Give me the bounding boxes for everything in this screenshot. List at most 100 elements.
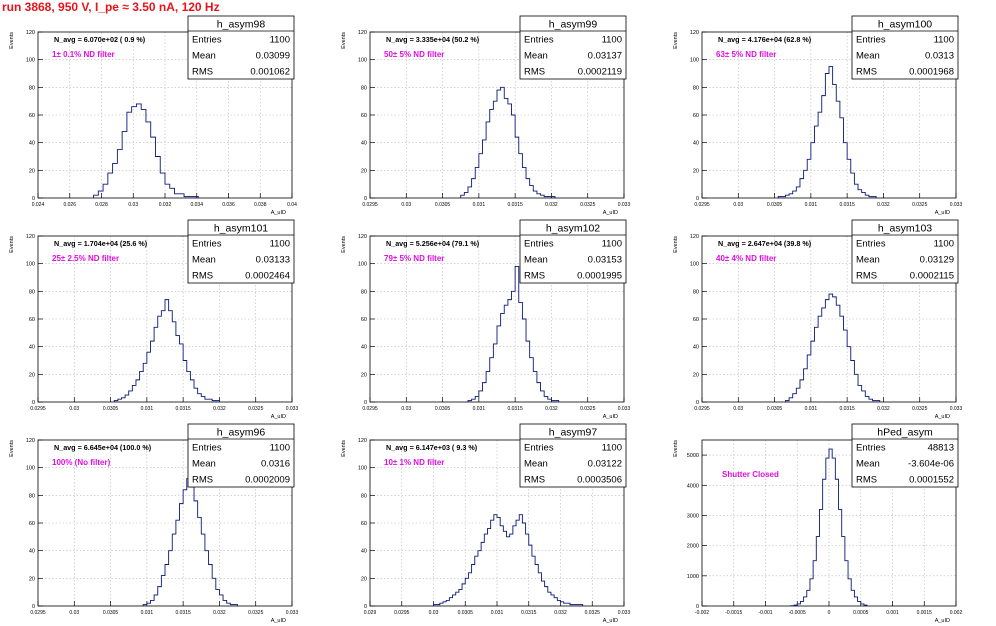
stats-entries-value: 1100 bbox=[270, 35, 290, 46]
y-tick-label: 20 bbox=[693, 168, 699, 174]
y-tick-label: 80 bbox=[29, 85, 35, 91]
x-tick-label: 0.002 bbox=[950, 610, 963, 616]
stats-rms-value: 0.001062 bbox=[250, 67, 290, 78]
y-tick-label: 60 bbox=[693, 317, 699, 323]
x-tick-label: 0.0325 bbox=[585, 610, 601, 616]
stats-entries-label: Entries bbox=[856, 35, 886, 46]
stats-rms-label: RMS bbox=[192, 475, 213, 486]
navg-label: N_avg = 4.176e+04 (62.8 %) bbox=[718, 35, 812, 44]
histogram-name: hPed_asym bbox=[877, 427, 933, 439]
x-tick-label: 0.032 bbox=[545, 202, 558, 208]
y-tick-label: 60 bbox=[361, 521, 367, 527]
x-tick-label: 0.03 bbox=[128, 202, 138, 208]
stats-entries-value: 1100 bbox=[602, 443, 622, 454]
y-tick-label: 60 bbox=[693, 113, 699, 119]
y-tick-label: 120 bbox=[26, 30, 35, 36]
stats-entries-value: 1100 bbox=[270, 239, 290, 250]
stats-box: h_asym97 Entries 1100 Mean 0.03122 RMS 0.00035… bbox=[519, 423, 627, 488]
x-tick-label: 0.031 bbox=[141, 610, 154, 616]
x-tick-label: 0.0295 bbox=[30, 406, 46, 412]
stats-box-frame bbox=[519, 15, 627, 80]
y-tick-label: 0 bbox=[696, 604, 699, 610]
filter-label: 100% (No filter) bbox=[52, 458, 111, 467]
x-tick-label: 0.0305 bbox=[103, 406, 119, 412]
x-tick-label: 0.033 bbox=[286, 406, 299, 412]
run-title: run 3868, 950 V, I_pe ≈ 3.50 nA, 120 Hz bbox=[2, 0, 220, 14]
stats-entries-label: Entries bbox=[856, 239, 886, 250]
x-tick-label: 0.03 bbox=[69, 406, 79, 412]
stats-mean-label: Mean bbox=[192, 255, 216, 266]
x-axis-label: A_uID bbox=[603, 210, 618, 216]
stats-entries-label: Entries bbox=[192, 239, 222, 250]
x-tick-label: 0.028 bbox=[95, 202, 108, 208]
x-tick-label: 0.038 bbox=[254, 202, 267, 208]
x-tick-label: 0.031 bbox=[473, 406, 486, 412]
filter-label: 1± 0.1% ND filter bbox=[52, 50, 115, 59]
x-tick-label: 0.0325 bbox=[248, 610, 264, 616]
y-tick-label: 80 bbox=[29, 493, 35, 499]
x-tick-label: -0.0005 bbox=[789, 610, 806, 616]
histogram-panel-h_asym100: 0 20 40 60 80 100 120 0.0295 0.03 0.0305 0.031 0.03… bbox=[664, 14, 996, 218]
y-tick-label: 0 bbox=[364, 400, 367, 406]
histogram-name: h_asym96 bbox=[217, 427, 266, 439]
x-tick-label: 0.0005 bbox=[853, 610, 869, 616]
y-tick-label: 0 bbox=[32, 604, 35, 610]
histogram-series bbox=[790, 448, 868, 607]
x-tick-label: 0.036 bbox=[222, 202, 235, 208]
x-tick-label: 0.0295 bbox=[30, 610, 46, 616]
x-tick-label: 0.031 bbox=[491, 610, 504, 616]
histogram-name: h_asym102 bbox=[546, 223, 600, 235]
stats-entries-label: Entries bbox=[192, 443, 222, 454]
histogram-series bbox=[433, 514, 584, 606]
stats-box: h_asym98 Entries 1100 Mean 0.03099 RMS 0.00106… bbox=[187, 15, 295, 80]
navg-label: N_avg = 3.335e+04 (50.2 %) bbox=[386, 35, 480, 44]
stats-entries-value: 1100 bbox=[934, 239, 954, 250]
x-tick-label: 0.0325 bbox=[580, 406, 596, 412]
stats-rms-value: 0.0002115 bbox=[910, 271, 954, 282]
navg-label: N_avg = 6.645e+04 (100.0 %) bbox=[54, 443, 152, 452]
stats-mean-value: 0.0313 bbox=[925, 51, 954, 62]
stats-mean-value: -3.604e-06 bbox=[908, 459, 954, 470]
histogram-series bbox=[142, 478, 239, 606]
stats-rms-label: RMS bbox=[856, 475, 877, 486]
stats-mean-value: 0.03153 bbox=[588, 255, 622, 266]
stats-box-frame bbox=[851, 15, 959, 80]
stats-rms-value: 0.0002009 bbox=[245, 475, 290, 486]
x-axis-label: A_uID bbox=[603, 618, 618, 624]
x-tick-label: 0.0295 bbox=[362, 406, 378, 412]
stats-box: h_asym100 Entries 1100 Mean 0.0313 RMS 0.00019… bbox=[851, 15, 959, 80]
x-tick-label: 0.032 bbox=[554, 610, 567, 616]
x-axis-label: A_uID bbox=[935, 414, 950, 420]
histogram-svg: 0 20 40 60 80 100 120 0.0295 0.03 0.0305 0.031 0.03… bbox=[341, 219, 630, 420]
navg-label: N_avg = 2.647e+04 (39.8 %) bbox=[718, 239, 812, 248]
x-tick-label: 0.03 bbox=[69, 610, 79, 616]
stats-box-frame bbox=[519, 423, 627, 488]
y-tick-label: 40 bbox=[29, 345, 35, 351]
x-tick-label: 0.0325 bbox=[580, 202, 596, 208]
y-tick-label: 100 bbox=[358, 262, 367, 268]
x-tick-label: 0.032 bbox=[213, 406, 226, 412]
x-axis-label: A_uID bbox=[935, 210, 950, 216]
x-tick-label: 0.0305 bbox=[435, 406, 451, 412]
stats-mean-label: Mean bbox=[524, 51, 548, 62]
y-tick-label: 0 bbox=[32, 196, 35, 202]
x-tick-label: 0.033 bbox=[950, 406, 963, 412]
histogram-name: h_asym98 bbox=[217, 19, 266, 31]
x-tick-label: 0.001 bbox=[886, 610, 899, 616]
stats-mean-value: 0.03099 bbox=[256, 51, 290, 62]
y-axis-label: Events bbox=[673, 32, 679, 49]
y-tick-label: 100 bbox=[358, 58, 367, 64]
stats-box: h_asym102 Entries 1100 Mean 0.03153 RMS 0.0001… bbox=[519, 219, 627, 284]
y-tick-label: 120 bbox=[358, 438, 367, 444]
stats-entries-label: Entries bbox=[524, 35, 554, 46]
y-tick-label: 2000 bbox=[687, 544, 699, 550]
x-tick-label: 0.0295 bbox=[362, 202, 378, 208]
y-tick-label: 20 bbox=[361, 168, 367, 174]
stats-rms-value: 0.0002119 bbox=[578, 67, 622, 78]
y-tick-label: 0 bbox=[364, 604, 367, 610]
stats-box: hPed_asym Entries 48813 Mean -3.604e-06 RMS 0.… bbox=[851, 423, 959, 488]
y-tick-label: 20 bbox=[361, 372, 367, 378]
stats-box: h_asym101 Entries 1100 Mean 0.03133 RMS 0.0002… bbox=[187, 219, 295, 284]
y-tick-label: 100 bbox=[26, 262, 35, 268]
stats-rms-label: RMS bbox=[856, 271, 877, 282]
